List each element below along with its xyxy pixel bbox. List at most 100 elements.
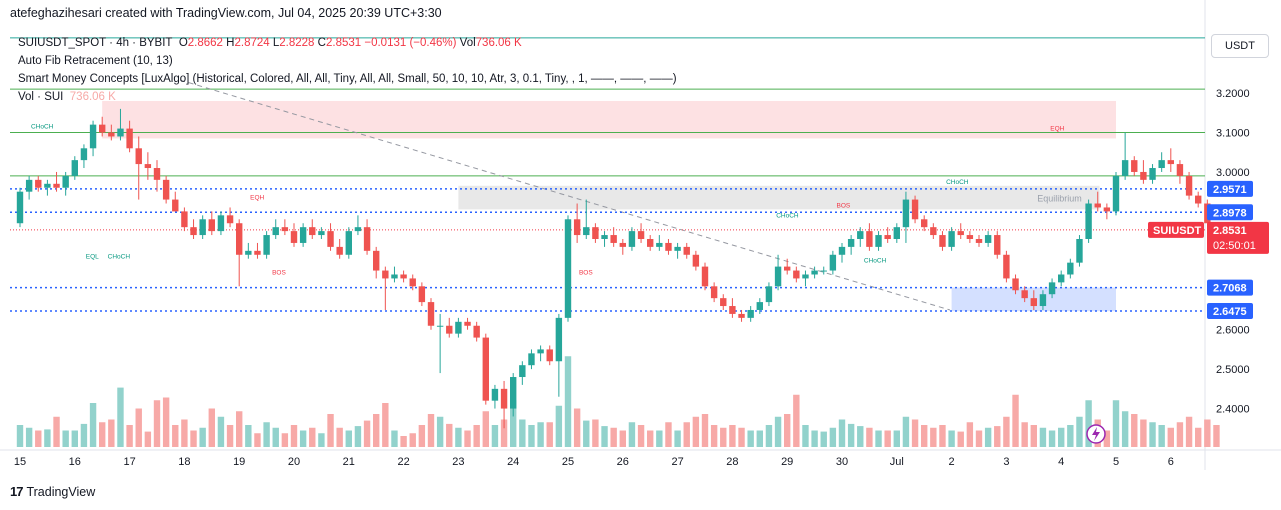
candle[interactable]	[930, 223, 937, 239]
candle-body[interactable]	[1012, 278, 1019, 291]
candle-body[interactable]	[519, 365, 526, 378]
candle-body[interactable]	[1039, 294, 1047, 307]
candle[interactable]	[656, 235, 663, 251]
candle-body[interactable]	[939, 235, 946, 247]
candle-body[interactable]	[80, 148, 88, 161]
candle[interactable]	[464, 317, 471, 330]
candle-body[interactable]	[674, 246, 681, 251]
candle-body[interactable]	[89, 124, 97, 149]
candle-body[interactable]	[921, 219, 928, 228]
candle-body[interactable]	[546, 349, 553, 362]
candle[interactable]	[701, 262, 709, 291]
candle-body[interactable]	[108, 132, 115, 137]
candle-body[interactable]	[500, 388, 508, 409]
candle-body[interactable]	[345, 231, 352, 255]
candle[interactable]	[784, 258, 791, 275]
candle[interactable]	[1176, 160, 1184, 184]
candle[interactable]	[1085, 199, 1092, 243]
candle-body[interactable]	[1030, 298, 1037, 307]
candle-body[interactable]	[710, 286, 718, 299]
candle[interactable]	[446, 317, 453, 338]
candle-body[interactable]	[984, 235, 992, 243]
candle[interactable]	[747, 306, 754, 322]
candle[interactable]	[628, 227, 636, 251]
candle[interactable]	[254, 242, 261, 259]
candle[interactable]	[637, 223, 645, 243]
candle[interactable]	[382, 266, 389, 310]
candle[interactable]	[893, 223, 900, 243]
candle-body[interactable]	[153, 168, 161, 180]
candle[interactable]	[1048, 278, 1056, 299]
candle[interactable]	[71, 156, 78, 180]
candle[interactable]	[1003, 250, 1010, 283]
candle-body[interactable]	[272, 227, 279, 236]
candle[interactable]	[400, 270, 407, 283]
candle[interactable]	[1131, 156, 1138, 176]
candle-body[interactable]	[25, 179, 33, 192]
candle-body[interactable]	[966, 235, 974, 239]
candle-body[interactable]	[482, 337, 489, 401]
candle[interactable]	[1103, 203, 1111, 220]
candle[interactable]	[345, 227, 352, 259]
candle-body[interactable]	[847, 239, 855, 247]
candle-body[interactable]	[838, 246, 846, 255]
candle-body[interactable]	[1167, 160, 1174, 165]
candle-body[interactable]	[866, 231, 873, 247]
candle[interactable]	[1030, 290, 1037, 310]
candle[interactable]	[829, 250, 837, 275]
candle[interactable]	[418, 282, 426, 307]
candle-body[interactable]	[665, 242, 672, 251]
candle-body[interactable]	[1140, 171, 1147, 180]
candle[interactable]	[510, 373, 517, 417]
candle[interactable]	[683, 242, 690, 259]
candle-body[interactable]	[765, 286, 773, 303]
candle-body[interactable]	[1085, 203, 1092, 239]
candle-body[interactable]	[1058, 274, 1065, 283]
candle-body[interactable]	[263, 235, 270, 255]
candle[interactable]	[884, 227, 891, 243]
candle-body[interactable]	[537, 349, 544, 354]
candle[interactable]	[1112, 171, 1120, 216]
candle[interactable]	[354, 215, 362, 236]
candle[interactable]	[811, 266, 818, 279]
candle[interactable]	[473, 321, 480, 342]
candle-body[interactable]	[1185, 175, 1193, 196]
candle-body[interactable]	[318, 231, 325, 236]
candle-body[interactable]	[99, 124, 106, 133]
candle-body[interactable]	[464, 321, 471, 326]
candle[interactable]	[491, 384, 499, 409]
candle[interactable]	[272, 219, 279, 239]
candle[interactable]	[290, 223, 298, 247]
candle-body[interactable]	[774, 266, 782, 287]
candle[interactable]	[126, 120, 133, 153]
indicator-fib[interactable]: Auto Fib Retracement (10, 13)	[18, 55, 173, 67]
candle-body[interactable]	[190, 227, 197, 236]
candle[interactable]	[482, 333, 489, 405]
candles[interactable]	[16, 108, 1220, 429]
candle-body[interactable]	[811, 270, 818, 275]
candle[interactable]	[820, 266, 827, 275]
price-axis[interactable]: 3.30003.20003.10003.00002.60002.50002.40…	[1148, 49, 1269, 416]
candle[interactable]	[647, 235, 654, 251]
candle[interactable]	[674, 242, 681, 259]
candle[interactable]	[592, 223, 599, 243]
candle-body[interactable]	[473, 325, 480, 338]
candle-body[interactable]	[236, 223, 243, 255]
candle[interactable]	[500, 380, 508, 429]
candle-body[interactable]	[181, 211, 188, 228]
candle-body[interactable]	[1021, 290, 1028, 299]
candle[interactable]	[16, 187, 24, 228]
candle-body[interactable]	[701, 266, 709, 287]
candle[interactable]	[564, 215, 572, 322]
candle-body[interactable]	[373, 250, 380, 271]
candle[interactable]	[857, 227, 864, 247]
candle-body[interactable]	[829, 254, 837, 271]
candle-body[interactable]	[1067, 262, 1074, 275]
candle[interactable]	[1158, 152, 1165, 172]
candle-body[interactable]	[162, 179, 170, 200]
candle-body[interactable]	[363, 227, 371, 251]
candle[interactable]	[528, 349, 535, 370]
candle[interactable]	[190, 219, 197, 239]
candle-body[interactable]	[610, 235, 617, 243]
candle[interactable]	[519, 361, 526, 385]
